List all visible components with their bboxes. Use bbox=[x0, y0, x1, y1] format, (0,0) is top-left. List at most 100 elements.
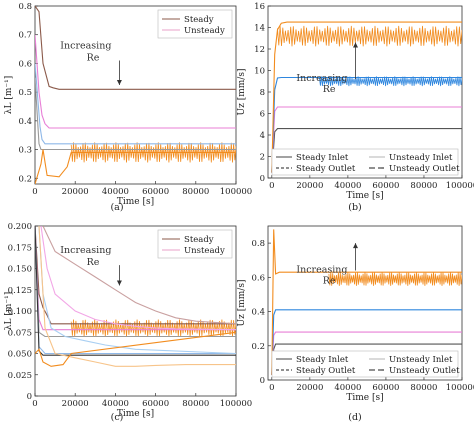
x-tick-label: 80000 bbox=[410, 181, 437, 191]
series-line bbox=[271, 21, 462, 173]
x-tick-label: 0 bbox=[32, 399, 37, 409]
x-tick-label: 20000 bbox=[62, 399, 89, 409]
x-tick-label: 0 bbox=[32, 187, 37, 197]
legend-box bbox=[271, 148, 459, 176]
panel-caption: (d) bbox=[348, 412, 362, 423]
oscillation-line bbox=[277, 25, 462, 47]
legend-label: Unsteady Inlet bbox=[389, 153, 453, 163]
x-tick-label: 40000 bbox=[102, 399, 129, 409]
x-tick-label: 100000 bbox=[446, 181, 474, 191]
panel-caption: (c) bbox=[111, 412, 124, 423]
x-tick-label: 60000 bbox=[372, 181, 399, 191]
series-line bbox=[40, 226, 236, 331]
annotation-arrow-head bbox=[116, 79, 122, 85]
x-tick-label: 40000 bbox=[102, 187, 129, 197]
legend-label: Steady bbox=[184, 235, 214, 245]
panel-b: 0 20000 40000 60000 80000 100000 0 2 4 6 8 10 12 14 16… bbox=[237, 2, 474, 213]
y-tick-label: 0.4 bbox=[18, 117, 32, 127]
legend-box bbox=[157, 229, 233, 259]
y-axis-label: λL [m⁻¹] bbox=[4, 292, 14, 330]
legend-label: Steady Outlet bbox=[296, 164, 356, 174]
legend-label: Steady bbox=[184, 15, 214, 25]
panel-caption: (a) bbox=[110, 202, 123, 213]
legend-label: Unsteady Inlet bbox=[389, 355, 453, 365]
y-tick-label: 14 bbox=[254, 24, 265, 34]
x-tick-label: 20000 bbox=[296, 383, 323, 393]
legend-label: Steady Inlet bbox=[296, 153, 349, 163]
y-tick-label: 0.075 bbox=[8, 328, 32, 338]
y-tick-label: 0 bbox=[27, 392, 32, 402]
y-tick-label: 12 bbox=[254, 45, 265, 55]
series-line bbox=[35, 226, 236, 356]
legend-label: Unsteady bbox=[184, 246, 225, 256]
x-tick-label: 0 bbox=[269, 383, 274, 393]
y-tick-label: 4 bbox=[260, 131, 265, 141]
panel-c: 0 20000 40000 60000 80000 100000 0 0.025 0.050 0.… bbox=[4, 222, 252, 423]
series-line bbox=[35, 77, 236, 151]
x-tick-label: 80000 bbox=[182, 187, 209, 197]
x-tick-label: 20000 bbox=[296, 181, 323, 191]
x-axis-label: Time [s] bbox=[346, 191, 383, 201]
y-tick-label: 0.150 bbox=[8, 265, 32, 275]
y-tick-label: 0.3 bbox=[18, 146, 32, 156]
y-axis-label: λL [m⁻¹] bbox=[4, 76, 14, 114]
annotation-text-line2: Re bbox=[87, 257, 100, 268]
annotation-arrow-head bbox=[352, 42, 358, 48]
annotation-arrow-head bbox=[116, 280, 122, 286]
series-line bbox=[271, 309, 462, 375]
y-tick-label: 0.100 bbox=[8, 307, 32, 317]
x-axis-label: Time [s] bbox=[117, 197, 154, 207]
annotation-text-line1: Increasing bbox=[60, 41, 111, 52]
y-tick-label: 0.125 bbox=[8, 286, 32, 296]
panel-d: 0 20000 40000 60000 80000 100000 0 0.2 0.4 0.6 0.8… bbox=[237, 225, 474, 423]
series-line bbox=[35, 226, 236, 325]
x-tick-label: 60000 bbox=[142, 187, 169, 197]
series-line bbox=[35, 63, 236, 145]
y-tick-label: 0.2 bbox=[18, 174, 32, 184]
series-line bbox=[271, 229, 462, 375]
y-tick-label: 0.200 bbox=[8, 222, 32, 232]
x-tick-label: 80000 bbox=[410, 383, 437, 393]
oscillation-line bbox=[319, 76, 462, 87]
x-tick-label: 100000 bbox=[220, 187, 252, 197]
legend-label: Steady Inlet bbox=[296, 355, 349, 365]
x-tick-label: 60000 bbox=[372, 383, 399, 393]
series-line bbox=[42, 226, 236, 325]
y-tick-label: 8 bbox=[260, 88, 265, 98]
series-line bbox=[38, 226, 236, 367]
oscillation-line bbox=[70, 142, 236, 163]
x-tick-label: 100000 bbox=[220, 399, 252, 409]
annotation-text-line1: Increasing bbox=[60, 245, 111, 256]
series-line bbox=[35, 34, 236, 129]
series-line bbox=[35, 149, 236, 184]
data-group bbox=[35, 226, 236, 367]
legend-label: Unsteady bbox=[184, 26, 225, 36]
annotation-text-line1: Increasing bbox=[296, 264, 347, 275]
y-tick-label: 16 bbox=[254, 2, 265, 12]
y-tick-label: 0.2 bbox=[251, 342, 265, 352]
x-axis-label: Time [s] bbox=[346, 393, 383, 403]
legend-box bbox=[271, 350, 459, 378]
y-axis-label: Uz [mm/s] bbox=[237, 280, 247, 327]
y-tick-label: 0.8 bbox=[251, 239, 265, 249]
x-tick-label: 20000 bbox=[62, 187, 89, 197]
annotation-text-line1: Increasing bbox=[296, 73, 347, 84]
y-tick-label: 0.025 bbox=[8, 371, 32, 381]
annotation-text-line2: Re bbox=[323, 84, 336, 95]
y-tick-label: 0.5 bbox=[18, 88, 32, 98]
y-tick-label: 0.7 bbox=[18, 31, 32, 41]
legend-label: Steady Outlet bbox=[296, 366, 356, 376]
y-tick-label: 10 bbox=[254, 67, 265, 77]
oscillation-line bbox=[328, 272, 462, 286]
x-tick-label: 100000 bbox=[446, 383, 474, 393]
y-tick-label: 0.175 bbox=[8, 243, 32, 253]
y-tick-label: 2 bbox=[260, 153, 265, 163]
y-tick-label: 0.8 bbox=[18, 2, 32, 12]
panel-caption: (b) bbox=[348, 202, 362, 213]
y-tick-label: 0 bbox=[260, 376, 265, 386]
x-tick-label: 40000 bbox=[334, 181, 361, 191]
legend-label: Unsteady Outlet bbox=[389, 164, 460, 174]
y-tick-label: 0 bbox=[260, 174, 265, 184]
annotation-arrow-head bbox=[352, 243, 358, 249]
